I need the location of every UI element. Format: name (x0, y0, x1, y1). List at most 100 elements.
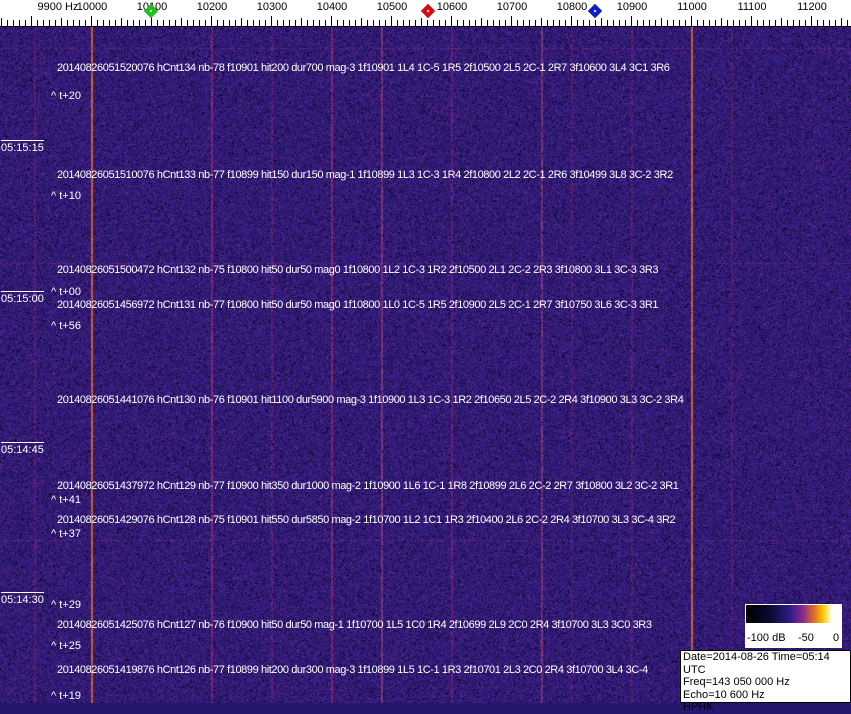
ruler-tick (433, 20, 434, 26)
ruler-tick (481, 18, 482, 26)
ruler-tick (199, 20, 200, 26)
ruler-tick (553, 20, 554, 26)
color-scale-gradient (746, 605, 841, 623)
detection-row: 20140826051437972 hCnt129 nb-77 f10900 h… (57, 480, 679, 492)
ruler-tick (193, 20, 194, 26)
ruler-tick (355, 20, 356, 26)
ruler-tick (145, 20, 146, 26)
ruler-tick (445, 20, 446, 26)
ruler-tick (817, 20, 818, 26)
red-marker-icon[interactable] (421, 4, 435, 18)
detection-row: 20140826051419876 hCnt126 nb-77 f10899 h… (57, 664, 669, 676)
ruler-tick (595, 20, 596, 26)
ruler-tick (529, 20, 530, 26)
time-offset-marker: ^ t+41 (51, 494, 81, 506)
ruler-tick (475, 20, 476, 26)
ruler-label: 11000 (677, 1, 707, 13)
ruler-tick (751, 16, 752, 26)
ruler-tick (319, 20, 320, 26)
ruler-tick (835, 20, 836, 26)
ruler-tick (385, 20, 386, 26)
ruler-tick (367, 20, 368, 26)
ruler-tick (499, 20, 500, 26)
ruler-tick (709, 20, 710, 26)
ruler-tick (229, 20, 230, 26)
ruler-tick (235, 20, 236, 26)
ruler-tick (469, 20, 470, 26)
time-offset-marker: ^ t+19 (51, 690, 81, 702)
ruler-tick (703, 20, 704, 26)
blue-marker-icon[interactable] (588, 4, 602, 18)
detection-row: 20140826051456972 hCnt131 nb-77 f10800 h… (57, 299, 658, 311)
ruler-tick (613, 20, 614, 26)
ruler-label: 11100 (738, 1, 767, 13)
info-freq: Freq=143 050 000 Hz (683, 676, 848, 689)
ruler-tick (427, 20, 428, 26)
ruler-tick (187, 20, 188, 26)
time-offset-marker: ^ t+20 (51, 90, 81, 102)
ruler-tick (13, 20, 14, 26)
ruler-tick (127, 20, 128, 26)
frequency-ruler: 9900 Hz 10000101001020010300104001050010… (0, 0, 851, 27)
ruler-tick (67, 20, 68, 26)
ruler-tick (535, 20, 536, 26)
ruler-tick (301, 18, 302, 26)
ruler-tick (601, 18, 602, 26)
ruler-tick (829, 20, 830, 26)
ruler-tick (637, 20, 638, 26)
ruler-tick (811, 16, 812, 26)
ruler-tick (259, 20, 260, 26)
ruler-tick (331, 16, 332, 26)
ruler-tick (349, 20, 350, 26)
ruler-tick (673, 20, 674, 26)
ruler-tick (607, 20, 608, 26)
ruler-tick (589, 20, 590, 26)
ruler-tick (25, 20, 26, 26)
ruler-tick (97, 20, 98, 26)
info-echo: Echo=10 600 Hz (683, 689, 848, 702)
ruler-tick (391, 16, 392, 26)
ruler-tick (133, 20, 134, 26)
ruler-tick (343, 20, 344, 26)
ruler-tick (247, 20, 248, 26)
detection-row: 20140826051500472 hCnt132 nb-75 f10800 h… (57, 264, 658, 276)
ruler-tick (493, 20, 494, 26)
ruler-tick (313, 20, 314, 26)
ruler-tick (631, 16, 632, 26)
ruler-tick (49, 20, 50, 26)
ruler-tick (217, 20, 218, 26)
ruler-tick (715, 20, 716, 26)
ruler-tick (571, 16, 572, 26)
ruler-tick (685, 20, 686, 26)
color-scale-legend: -100 dB -50 0 (745, 604, 842, 648)
ruler-tick (277, 20, 278, 26)
ruler-tick (181, 18, 182, 26)
ruler-tick (85, 20, 86, 26)
ruler-tick (523, 20, 524, 26)
ruler-tick (271, 16, 272, 26)
time-label: 05:14:45 (1, 442, 44, 456)
ruler-tick (643, 20, 644, 26)
scale-label-min: -100 dB (747, 632, 786, 644)
time-offset-marker: ^ t+29 (51, 599, 81, 611)
ruler-tick (79, 20, 80, 26)
ruler-tick (295, 20, 296, 26)
ruler-tick (1, 18, 2, 26)
ruler-tick (541, 18, 542, 26)
ruler-tick (517, 20, 518, 26)
waterfall-spectrogram (0, 27, 851, 703)
ruler-tick (547, 20, 548, 26)
ruler-tick (409, 20, 410, 26)
ruler-tick (157, 20, 158, 26)
ruler-tick (757, 20, 758, 26)
ruler-tick (163, 20, 164, 26)
ruler-tick (109, 20, 110, 26)
detection-row: 20140826051510076 hCnt133 nb-77 f10899 h… (57, 169, 673, 181)
ruler-tick (457, 20, 458, 26)
ruler-tick (697, 20, 698, 26)
ruler-tick (61, 18, 62, 26)
ruler-tick (373, 20, 374, 26)
time-offset-marker: ^ t+37 (51, 528, 81, 540)
ruler-tick (769, 20, 770, 26)
ruler-tick (115, 20, 116, 26)
